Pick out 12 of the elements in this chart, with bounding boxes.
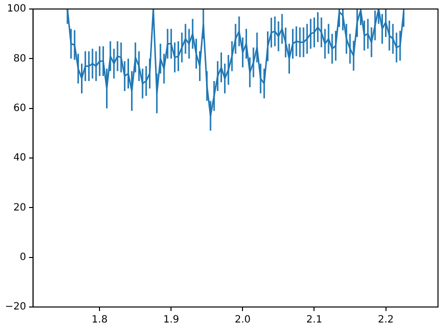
y-tick-label: 60 (13, 102, 26, 114)
x-tick-label: 2.0 (234, 314, 251, 326)
x-tick-label: 1.9 (163, 314, 180, 326)
y-tick-label: 20 (13, 202, 26, 214)
y-tick-label: 40 (13, 152, 26, 164)
y-tick-label: −20 (4, 302, 26, 313)
x-tick-label: 2.2 (378, 314, 394, 326)
y-tick-label: 80 (13, 53, 26, 64)
y-tick-label: 0 (20, 252, 26, 263)
x-tick-label: 2.1 (306, 314, 322, 326)
x-tick-label: 1.8 (92, 314, 108, 326)
y-tick-label: 100 (7, 4, 26, 15)
